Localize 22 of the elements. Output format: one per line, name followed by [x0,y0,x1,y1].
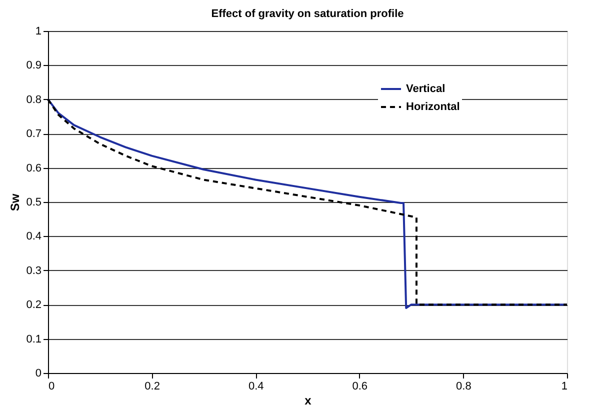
y-tick-label: 0.5 [26,196,42,208]
x-tick-label: 1 [561,380,568,392]
x-axis-title: x [304,394,312,408]
y-tick-label: 0.3 [26,264,42,277]
y-tick-label: 0.2 [26,299,42,312]
x-tick-label: 0.4 [248,380,264,392]
legend-label: Horizontal [406,101,460,113]
legend-label: Vertical [406,83,446,95]
x-tick-label: 0.6 [352,380,368,392]
y-tick-label: 0 [35,368,42,380]
x-tick-label: 0 [48,380,55,392]
y-tick-label: 0.6 [26,162,42,174]
x-tick-label: 0.8 [456,380,472,392]
y-tick-label: 0.7 [26,128,42,140]
y-tick-label: 0.1 [26,333,42,346]
y-tick-label: 0.4 [26,230,42,243]
y-tick-label: 0.8 [26,94,42,106]
y-tick-label: 0.9 [26,60,42,72]
x-tick-label: 0.2 [144,380,160,392]
y-tick-label: 1 [35,26,42,38]
chart-title: Effect of gravity on saturation profile [211,8,404,20]
y-axis-title: Sw [8,193,22,212]
